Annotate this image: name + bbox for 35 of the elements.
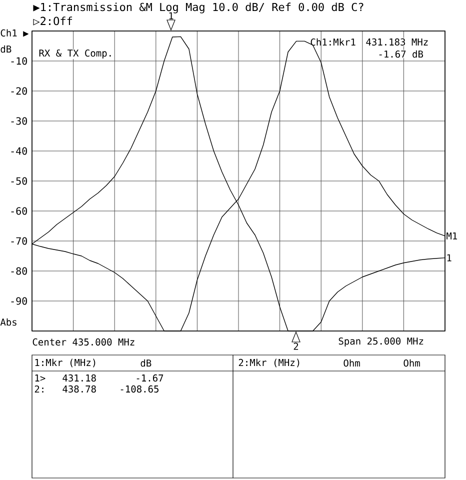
- y-tick-label: -90: [11, 297, 27, 305]
- chart-title: ▶1:Transmission &M Log Mag 10.0 dB/ Ref 0.00 dB C?: [33, 2, 364, 14]
- text: Abs: [0, 318, 16, 326]
- text: -108.65: [120, 385, 158, 393]
- y-tick-label: -60: [11, 207, 27, 215]
- annotation: RX & TX Comp.: [39, 49, 111, 58]
- y-tick-label: -20: [11, 87, 27, 95]
- text: -1.67: [136, 374, 164, 382]
- text: 2: [294, 342, 298, 350]
- text: 1>: [35, 374, 46, 382]
- text: 1:Mkr (MHz): [35, 358, 96, 368]
- annotation: 431.183 MHz: [366, 38, 428, 46]
- y-axis-title: dB: [0, 45, 12, 53]
- annotation: Ch1:Mkr1: [310, 38, 356, 46]
- chart-subtitle: ▷2:Off: [33, 16, 72, 26]
- series-label: M1: [446, 232, 457, 240]
- text: Ch1 ▶: [0, 29, 29, 37]
- y-tick-label: -40: [11, 147, 27, 155]
- series-label: 1: [447, 254, 452, 262]
- text: 1: [169, 12, 174, 20]
- text: 2:: [34, 385, 44, 393]
- text: Ohm: [344, 359, 360, 367]
- y-tick-label: -30: [11, 117, 27, 125]
- y-tick-label: -10: [11, 57, 27, 65]
- text: Span 25.000 MHz: [338, 337, 424, 347]
- y-tick-label: -70: [11, 237, 27, 245]
- text: Ohm: [404, 359, 420, 367]
- text: dB: [140, 359, 152, 367]
- y-tick-label: -50: [11, 177, 27, 185]
- text: 438.78: [62, 385, 96, 393]
- text: Center 435.000 MHz: [32, 338, 134, 346]
- y-tick-label: -80: [11, 267, 27, 275]
- annotation: -1.67 dB: [379, 50, 424, 58]
- text: 2:Mkr (MHz): [238, 358, 300, 368]
- text: 431.18: [62, 374, 96, 382]
